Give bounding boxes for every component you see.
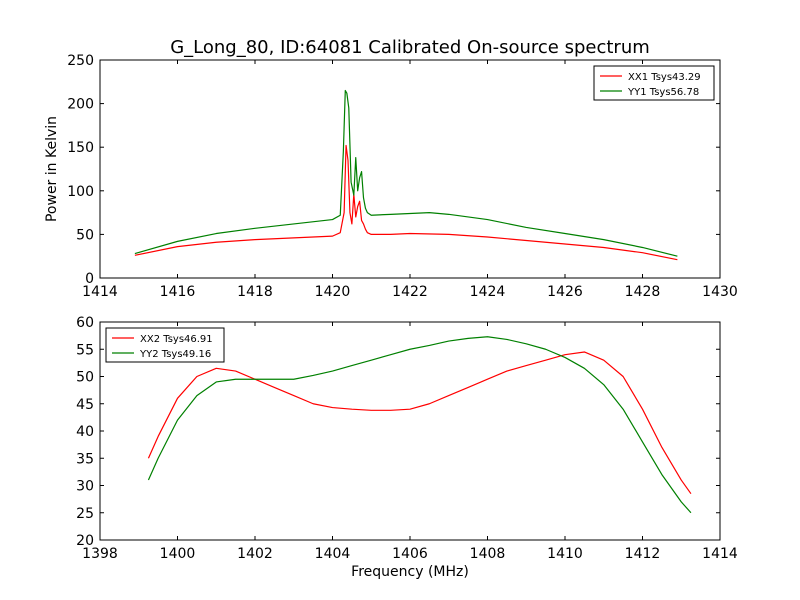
y-tick-label: 250 [67, 53, 94, 69]
legend-box [105, 327, 225, 363]
x-tick-label: 1424 [470, 284, 506, 300]
series-line-1 [147, 351, 692, 495]
x-tick-label: 1400 [160, 546, 196, 562]
x-tick-label: 1426 [547, 284, 583, 300]
x-tick-label: 1430 [702, 284, 738, 300]
x-tick-label: 1406 [392, 546, 428, 562]
y-tick-label: 45 [76, 397, 94, 413]
y-tick-label: 55 [76, 342, 94, 358]
x-tick-label: 1428 [625, 284, 661, 300]
legend: XX1 Tsys43.29 YY1 Tsys56.78 [593, 65, 715, 101]
x-tick-label: 1398 [82, 546, 118, 562]
y-tick-label: 50 [76, 227, 94, 243]
series-line-2 [134, 89, 678, 257]
y-tick-label: 50 [76, 370, 94, 386]
legend: XX2 Tsys46.91 YY2 Tsys49.16 [105, 327, 225, 363]
series-line-2 [147, 336, 692, 514]
x-tick-label: 1412 [625, 546, 661, 562]
figure-title: G_Long_80, ID:64081 Calibrated On-source… [170, 37, 650, 58]
x-tick-label: 1416 [160, 284, 196, 300]
y-tick-label: 30 [76, 479, 94, 495]
x-tick-label: 1414 [82, 284, 118, 300]
legend-label: YY1 Tsys56.78 [627, 87, 699, 98]
x-tick-label: 1420 [315, 284, 351, 300]
x-tick-label: 1414 [702, 546, 738, 562]
legend-box [593, 65, 715, 101]
legend-label: XX1 Tsys43.29 [628, 72, 701, 83]
y-tick-label: 0 [85, 271, 94, 287]
y-tick-label: 40 [76, 424, 94, 440]
y-tick-label: 100 [67, 184, 94, 200]
series-line-1 [134, 144, 678, 261]
x-tick-label: 1408 [470, 546, 506, 562]
y-tick-label: 25 [76, 506, 94, 522]
x-tick-label: 1418 [237, 284, 273, 300]
top-panel: 1414 1416 1418 1420 1422 1424 1426 1428 1430 0 50 1… [44, 53, 738, 300]
y-tick-label: 35 [76, 451, 94, 467]
bottom-panel: 1398 1400 1402 1404 1406 1408 1410 1412 1414 20 25… [76, 315, 738, 580]
y-axis-label: Power in Kelvin [44, 116, 60, 222]
y-tick-label: 20 [76, 533, 94, 549]
legend-label: XX2 Tsys46.91 [140, 334, 213, 345]
x-tick-label: 1404 [315, 546, 351, 562]
y-tick-label: 150 [67, 140, 94, 156]
x-axis-label: Frequency (MHz) [351, 564, 469, 580]
x-tick-label: 1402 [237, 546, 273, 562]
legend-label: YY2 Tsys49.16 [139, 349, 211, 360]
x-tick-label: 1410 [547, 546, 583, 562]
y-tick-label: 60 [76, 315, 94, 331]
y-tick-label: 200 [67, 97, 94, 113]
x-tick-label: 1422 [392, 284, 428, 300]
